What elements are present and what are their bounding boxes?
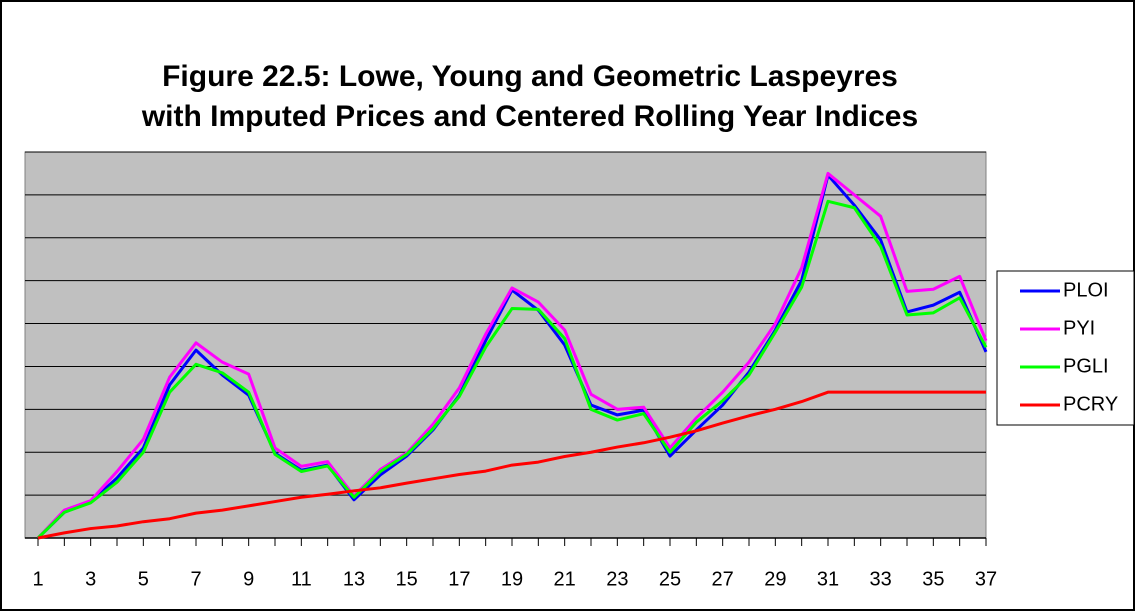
legend-label: PGLI bbox=[1063, 355, 1109, 377]
x-tick-label: 3 bbox=[85, 568, 96, 590]
x-tick-label: 23 bbox=[606, 568, 628, 590]
series-line bbox=[36, 171, 988, 540]
plot-area bbox=[24, 151, 987, 539]
x-tick-label: 35 bbox=[922, 568, 944, 590]
legend-label: PYI bbox=[1063, 317, 1095, 339]
x-tick-label: 27 bbox=[712, 568, 734, 590]
x-tick-label: 7 bbox=[190, 568, 201, 590]
x-tick-label: 13 bbox=[343, 568, 365, 590]
series-line bbox=[37, 390, 986, 540]
x-tick-label: 19 bbox=[501, 568, 523, 590]
x-tick-label: 1 bbox=[32, 568, 43, 590]
x-tick-label: 11 bbox=[291, 568, 312, 590]
x-tick-label: 5 bbox=[138, 568, 149, 590]
x-tick-label: 9 bbox=[243, 568, 254, 590]
x-tick-label: 25 bbox=[659, 568, 681, 590]
x-tick-label: 33 bbox=[870, 568, 892, 590]
x-tick-label: 21 bbox=[554, 568, 576, 590]
legend-label: PCRY bbox=[1063, 393, 1118, 415]
legend-label: PLOI bbox=[1063, 279, 1109, 301]
series-line bbox=[36, 199, 988, 540]
x-tick-label: 29 bbox=[764, 568, 786, 590]
legend bbox=[996, 270, 1135, 426]
x-tick-label: 31 bbox=[817, 568, 839, 590]
chart-title: with Imputed Prices and Centered Rolling… bbox=[141, 100, 918, 133]
chart-title: Figure 22.5: Lowe, Young and Geometric L… bbox=[162, 60, 898, 93]
x-tick-label: 15 bbox=[396, 568, 418, 590]
x-tick-label: 37 bbox=[975, 568, 997, 590]
x-tick-label: 17 bbox=[448, 568, 470, 590]
